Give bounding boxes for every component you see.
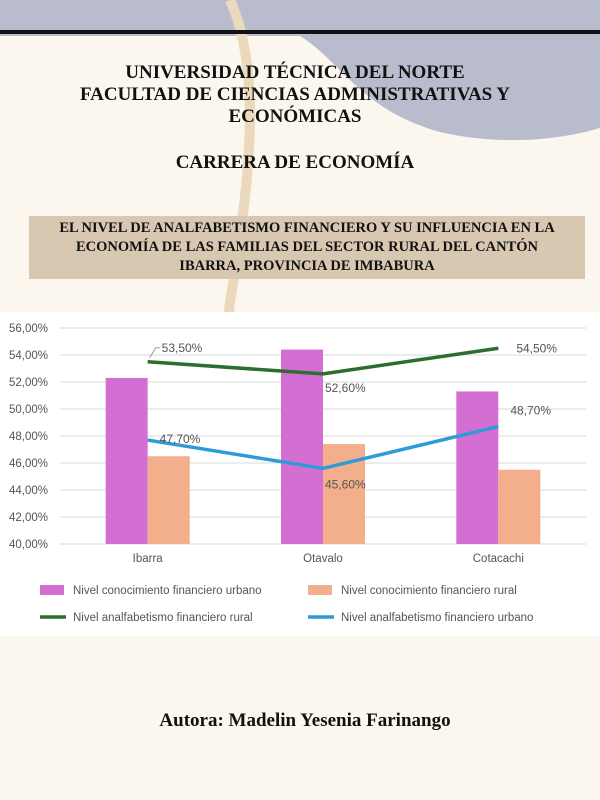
- combo-chart: 40,00% 42,00% 44,00% 46,00% 48,00% 50,00% 52,0…: [9, 323, 586, 624]
- faculty-line-2: ECONÓMICAS: [228, 106, 362, 127]
- bar: [456, 391, 499, 544]
- legend-swatch: [308, 585, 332, 595]
- y-tick-label: 44,00%: [9, 485, 48, 497]
- data-label: 54,50%: [516, 341, 557, 355]
- author-name: Autora: Madelin Yesenia Farinango: [159, 710, 451, 731]
- label-leader-line: [149, 347, 160, 359]
- thesis-title-line-1: EL NIVEL DE ANALFABETISMO FINANCIERO Y S…: [59, 220, 555, 236]
- university-name: UNIVERSIDAD TÉCNICA DEL NORTE: [125, 62, 465, 83]
- institution-block: UNIVERSIDAD TÉCNICA DEL NORTE FACULTAD D…: [40, 62, 550, 128]
- bar: [498, 469, 541, 544]
- thesis-title-line-2: ECONOMÍA DE LAS FAMILIAS DEL SECTOR RURA…: [76, 239, 538, 255]
- y-tick-label: 42,00%: [9, 512, 48, 524]
- legend-label: Nivel conocimiento financiero rural: [341, 585, 517, 597]
- x-tick-label: Cotacachi: [473, 553, 524, 565]
- data-label: 48,70%: [510, 404, 551, 418]
- y-tick-label: 40,00%: [9, 539, 48, 551]
- y-tick-label: 50,00%: [9, 404, 48, 416]
- legend-swatch: [40, 585, 64, 595]
- series-line: [147, 424, 499, 471]
- y-tick-label: 52,00%: [9, 377, 48, 389]
- chart-panel: 40,00% 42,00% 44,00% 46,00% 48,00% 50,00% 52,0…: [0, 312, 600, 636]
- data-label: 45,60%: [325, 477, 366, 491]
- bar: [105, 377, 148, 544]
- y-tick-label: 46,00%: [9, 458, 48, 470]
- legend-label: Nivel conocimiento financiero urbano: [73, 585, 262, 597]
- x-tick-label: Ibarra: [133, 553, 164, 565]
- legend-label: Nivel analfabetismo financiero urbano: [341, 612, 533, 624]
- data-label: 47,70%: [160, 432, 201, 446]
- thesis-title-line-3: IBARRA, PROVINCIA DE IMBABURA: [179, 258, 435, 274]
- y-tick-label: 56,00%: [9, 323, 48, 335]
- data-label: 52,60%: [325, 381, 366, 395]
- y-tick-label: 48,00%: [9, 431, 48, 443]
- thesis-title-box: EL NIVEL DE ANALFABETISMO FINANCIERO Y S…: [29, 216, 585, 279]
- bar: [281, 349, 323, 544]
- faculty-line-1: FACULTAD DE CIENCIAS ADMINISTRATIVAS Y: [79, 84, 511, 105]
- series-line: [147, 346, 499, 376]
- header-rule: [0, 30, 600, 34]
- bar: [147, 456, 190, 544]
- y-tick-label: 54,00%: [9, 350, 48, 362]
- legend-label: Nivel analfabetismo financiero rural: [73, 612, 253, 624]
- x-tick-label: Otavalo: [303, 553, 343, 565]
- career-name: CARRERA DE ECONOMÍA: [175, 152, 415, 173]
- data-label: 53,50%: [162, 341, 203, 355]
